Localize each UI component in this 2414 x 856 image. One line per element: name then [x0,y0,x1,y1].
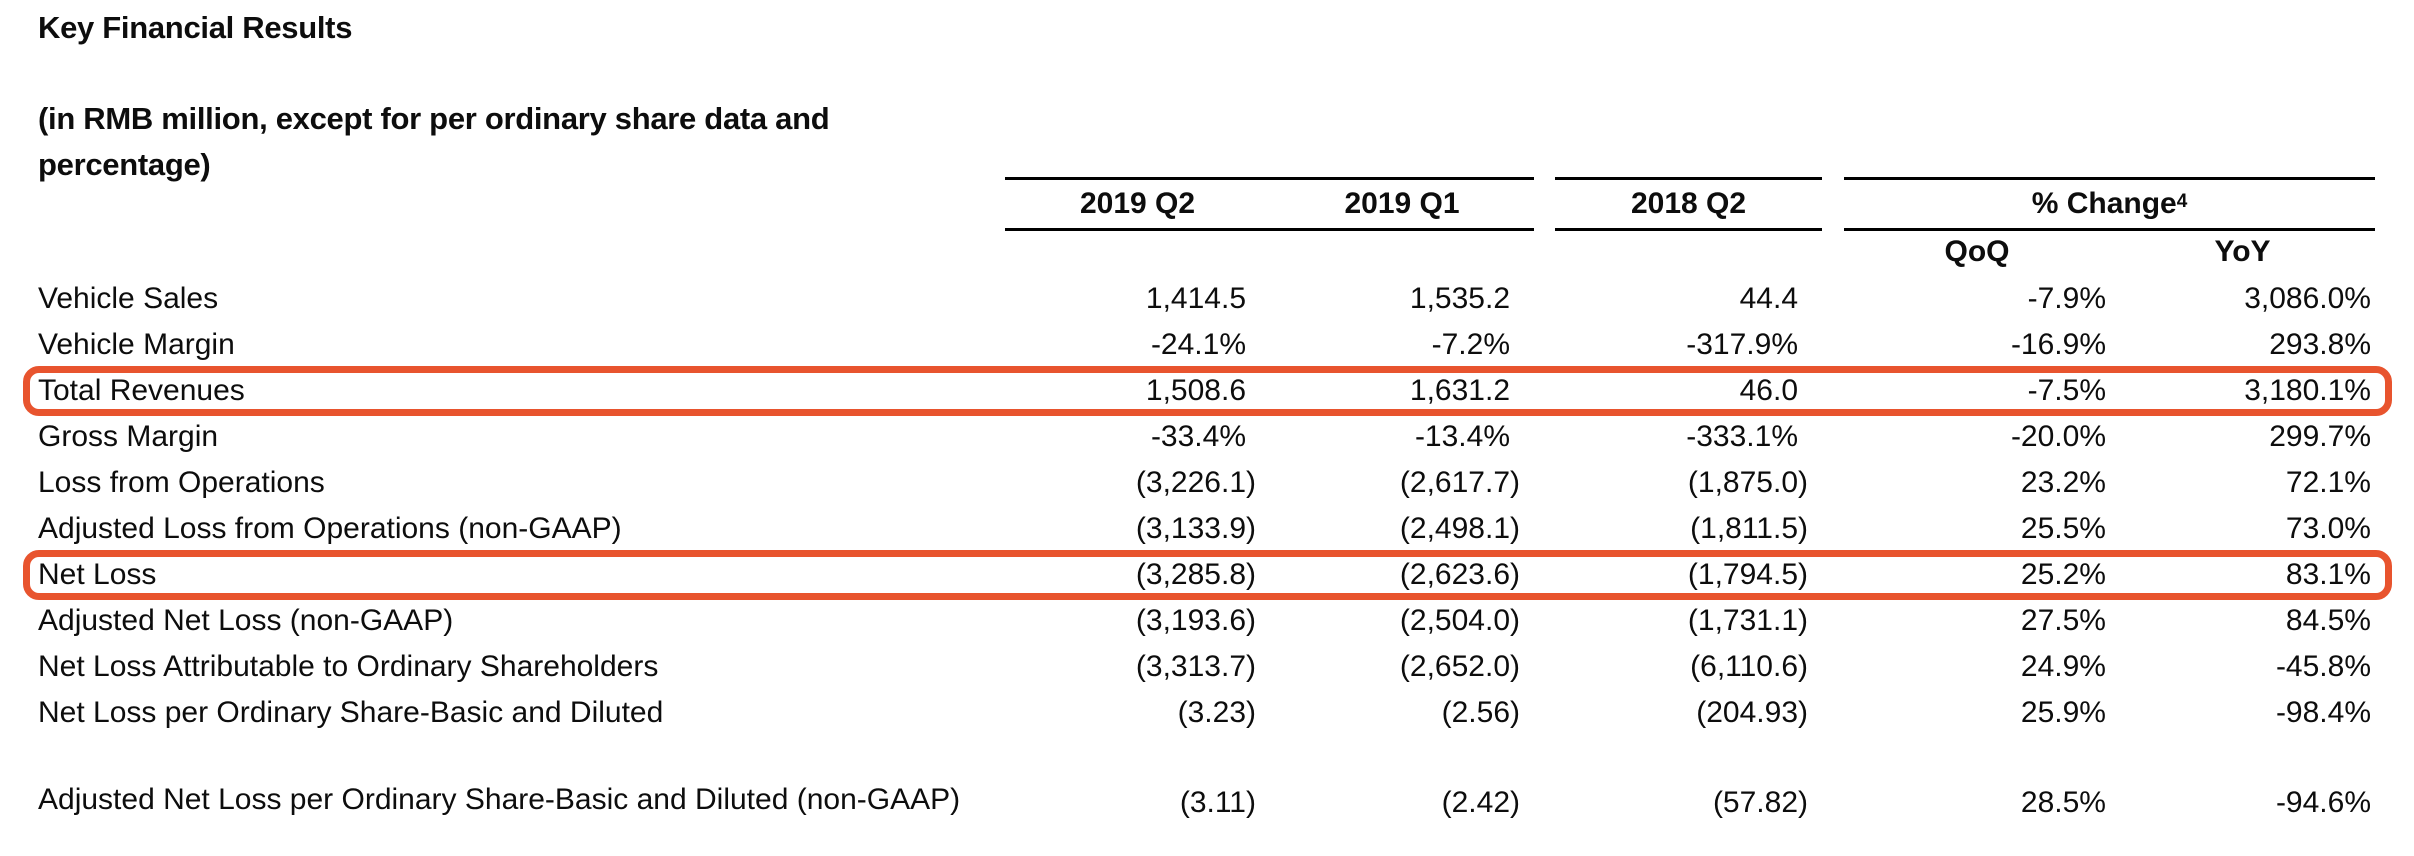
units-note: (in RMB million, except for per ordinary… [38,101,830,182]
value-qoq: 28.5% [2020,786,2106,819]
value-2018-q2: (1,811.5) [1690,512,1808,545]
value-yoy: 3,180.1% [2244,374,2371,407]
table-row: Gross Margin -33.4% -13.4% -333.1% -20.0… [38,414,2375,460]
value-qoq: 25.9% [2020,696,2106,729]
value-qoq: -7.5% [2027,374,2106,407]
percent-change-label: % Change [2031,187,2177,220]
value-2019-q2: 1,414.5 [1145,282,1246,315]
row-label: Net Loss Attributable to Ordinary Shareh… [38,650,659,683]
value-2018-q2: (204.93) [1696,696,1808,729]
column-header-2019-q2: 2019 Q2 [1005,177,1270,231]
value-qoq: 25.5% [2020,512,2106,545]
value-2019-q1: -13.4% [1414,420,1510,453]
value-2018-q2: 46.0 [1739,374,1798,407]
value-2018-q2: -333.1% [1686,420,1798,453]
value-2018-q2: (1,794.5) [1687,558,1808,591]
column-header-qoq: QoQ [1944,235,2010,268]
value-2018-q2: -317.9% [1686,328,1798,361]
value-2019-q2: 1,508.6 [1145,374,1246,407]
value-qoq: 27.5% [2020,604,2106,637]
value-2019-q1: (2,617.7) [1399,466,1520,499]
value-yoy: 3,086.0% [2244,282,2371,315]
page-title: Key Financial Results [38,10,353,45]
value-2019-q1: 1,535.2 [1409,282,1510,315]
value-qoq: 23.2% [2020,466,2106,499]
row-label: Adjusted Net Loss (non-GAAP) [38,604,454,637]
value-2019-q1: (2,498.1) [1399,512,1520,545]
row-label: Net Loss per Ordinary Share-Basic and Di… [38,696,664,729]
table-row: Net Loss per Ordinary Share-Basic and Di… [38,690,2375,736]
column-header-2018-q2: 2018 Q2 [1555,177,1822,231]
table-subheader-row: QoQ YoY [38,228,2375,276]
value-2019-q2: (3,193.6) [1135,604,1256,637]
row-label: Adjusted Loss from Operations (non-GAAP) [38,512,622,545]
table-row: Net Loss Attributable to Ordinary Shareh… [38,644,2375,690]
value-qoq: -20.0% [2010,420,2106,453]
value-2019-q1: (2.56) [1441,696,1520,729]
column-header-2019-q1: 2019 Q1 [1270,177,1534,231]
value-yoy: -94.6% [2275,786,2371,819]
value-2019-q2: -33.4% [1150,420,1246,453]
key-financial-results-table: 2019 Q2 2019 Q1 2018 Q2 % Change 4 QoQ Yo… [23,177,2392,822]
value-2019-q1: (2.42) [1441,786,1520,819]
value-yoy: 293.8% [2269,328,2371,361]
value-qoq: 24.9% [2020,650,2106,683]
column-header-yoy: YoY [2214,235,2271,268]
value-yoy: -98.4% [2275,696,2371,729]
value-qoq: -16.9% [2010,328,2106,361]
table-row: Total Revenues 1,508.6 1,631.2 46.0 -7.5… [23,366,2392,416]
value-2019-q2: -24.1% [1150,328,1246,361]
value-2018-q2: (1,875.0) [1687,466,1808,499]
value-2019-q1: (2,652.0) [1399,650,1520,683]
row-label: Total Revenues [38,374,245,407]
value-yoy: 84.5% [2285,604,2371,637]
value-2018-q2: (1,731.1) [1687,604,1808,637]
table-header-group-row: 2019 Q2 2019 Q1 2018 Q2 % Change 4 [38,177,2375,231]
value-2019-q2: (3.11) [1179,786,1256,819]
table-row: Net Loss (3,285.8) (2,623.6) (1,794.5) 2… [23,550,2392,600]
value-2019-q2: (3.23) [1177,696,1256,729]
table-row: Loss from Operations (3,226.1) (2,617.7)… [38,460,2375,506]
value-2019-q1: (2,623.6) [1399,558,1520,591]
table-row: Vehicle Sales 1,414.5 1,535.2 44.4 -7.9%… [38,276,2375,322]
value-qoq: 25.2% [2020,558,2106,591]
row-label: Adjusted Net Loss per Ordinary Share-Bas… [38,783,961,816]
table-row: Adjusted Net Loss (non-GAAP) (3,193.6) (… [38,598,2375,644]
value-qoq: -7.9% [2027,282,2106,315]
value-2019-q2: (3,226.1) [1135,466,1256,499]
value-2019-q2: (3,313.7) [1135,650,1256,683]
table-row: Adjusted Net Loss per Ordinary Share-Bas… [38,736,2375,822]
value-yoy: 299.7% [2269,420,2371,453]
row-label: Net Loss [38,558,157,591]
value-2019-q1: -7.2% [1431,328,1510,361]
value-2019-q1: 1,631.2 [1409,374,1510,407]
value-2018-q2: (6,110.6) [1690,650,1808,683]
value-2018-q2: (57.82) [1712,786,1808,819]
row-label: Vehicle Margin [38,328,235,361]
table-row: Adjusted Loss from Operations (non-GAAP)… [38,506,2375,552]
column-header-percent-change: % Change 4 [1844,177,2375,231]
value-2019-q2: (3,285.8) [1135,558,1256,591]
value-yoy: 83.1% [2285,558,2371,591]
value-yoy: -45.8% [2275,650,2371,683]
table-row: Vehicle Margin -24.1% -7.2% -317.9% -16.… [38,322,2375,368]
value-2019-q1: (2,504.0) [1399,604,1520,637]
row-label: Vehicle Sales [38,282,219,315]
row-label: Gross Margin [38,420,219,453]
value-2019-q2: (3,133.9) [1135,512,1256,545]
footnote-marker: 4 [2176,191,2188,212]
value-yoy: 72.1% [2285,466,2371,499]
value-yoy: 73.0% [2285,512,2371,545]
row-label: Loss from Operations [38,466,325,499]
value-2018-q2: 44.4 [1739,282,1798,315]
